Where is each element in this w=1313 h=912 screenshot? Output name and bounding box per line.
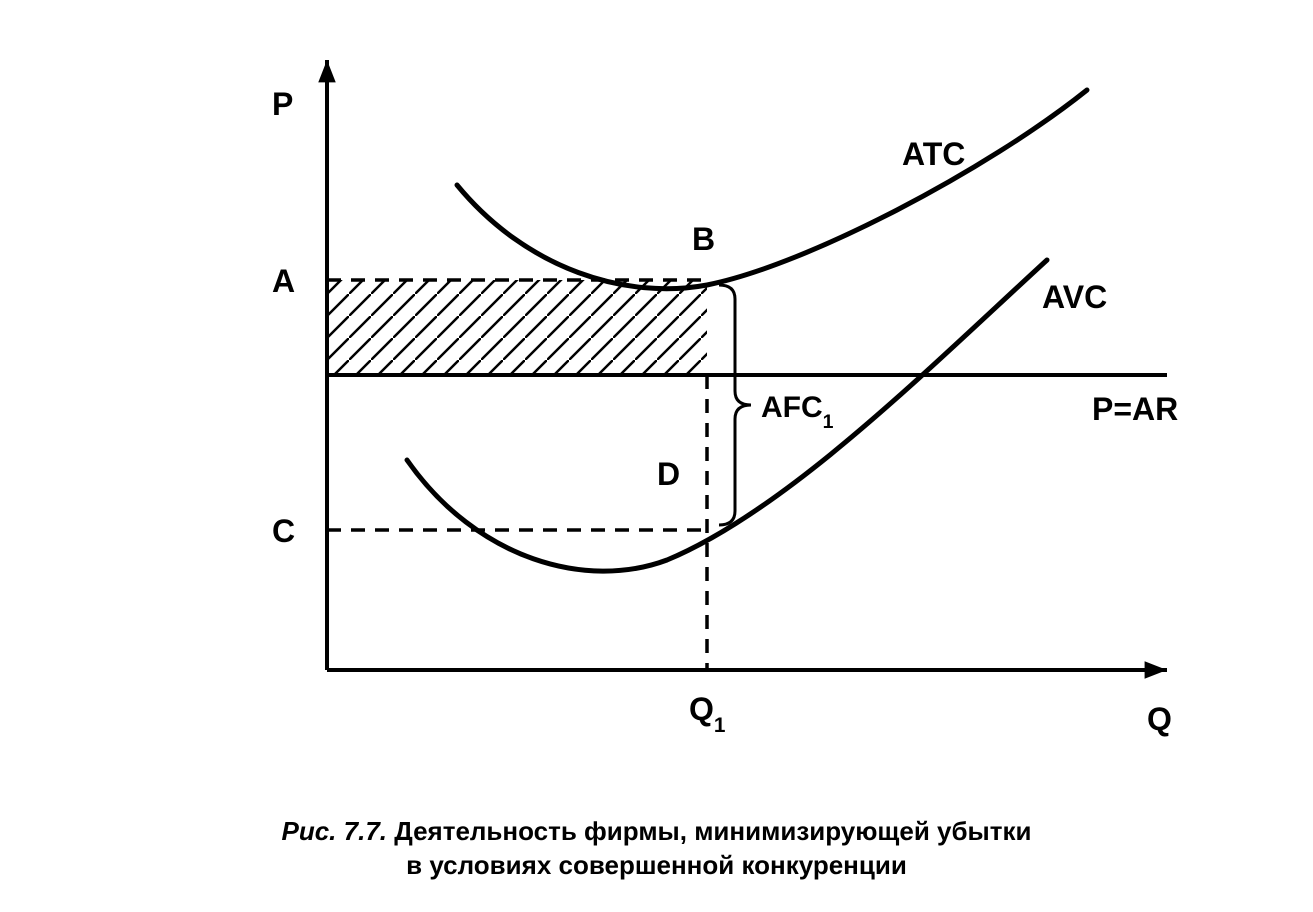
chart-container: P Q A C B D ATC AVC P=AR Q1 AFC1 Рис. 7.7. Деятель…	[107, 30, 1207, 883]
y-axis-arrow	[318, 60, 336, 82]
figure-number: Рис. 7.7.	[282, 816, 388, 846]
loss-area	[327, 280, 707, 375]
label-par: P=AR	[1092, 391, 1178, 427]
label-q-axis: Q	[1147, 701, 1172, 737]
label-b: B	[692, 221, 715, 257]
caption-line1: Деятельность фирмы, минимизирующей убытк…	[394, 816, 1031, 846]
label-afc1: AFC1	[761, 391, 834, 433]
afc-brace	[719, 285, 751, 525]
atc-curve	[457, 90, 1087, 289]
x-axis-arrow	[1144, 661, 1166, 679]
label-d: D	[657, 456, 680, 492]
caption-line2: в условиях совершенной конкуренции	[406, 850, 907, 880]
label-p-axis: P	[272, 86, 293, 122]
label-c: C	[272, 513, 295, 549]
label-atc: ATC	[902, 136, 965, 172]
label-q1: Q1	[689, 691, 725, 737]
label-avc: AVC	[1042, 279, 1107, 315]
figure-caption: Рис. 7.7. Деятельность фирмы, минимизиру…	[107, 815, 1207, 883]
economics-chart: P Q A C B D ATC AVC P=AR Q1 AFC1	[107, 30, 1207, 790]
label-a: A	[272, 263, 295, 299]
